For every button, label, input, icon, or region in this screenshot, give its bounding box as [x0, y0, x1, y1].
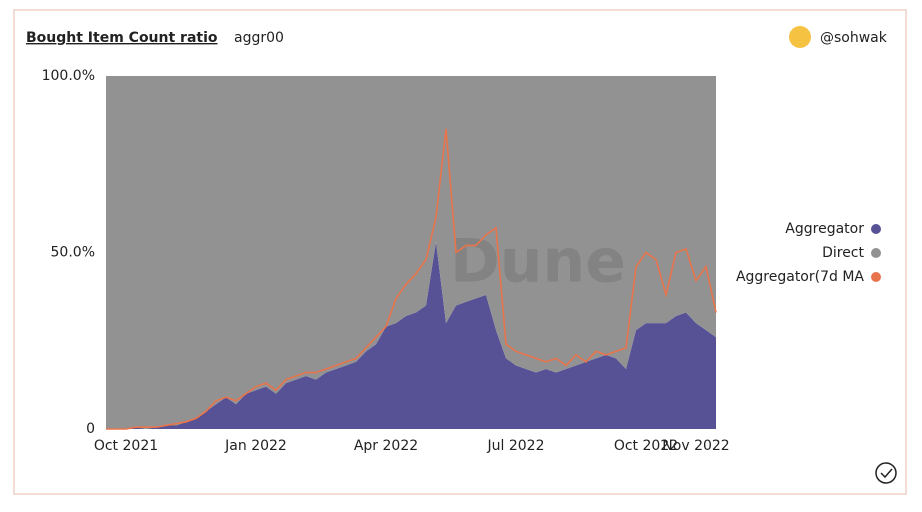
x-tick-label: Jul 2022: [487, 438, 545, 454]
check-mark: [880, 468, 893, 479]
legend-swatch: [871, 248, 881, 258]
author[interactable]: @sohwak: [820, 30, 888, 46]
x-tick-label: Oct 2022: [614, 438, 678, 454]
area: [106, 241, 716, 429]
legend-label: Aggregator: [785, 221, 864, 237]
check-icon[interactable]: [875, 462, 897, 484]
x-tick-label: Jan 2022: [224, 438, 287, 454]
line: [106, 128, 717, 430]
avatar: [789, 26, 811, 48]
y-tick-label: 100.0%: [42, 68, 95, 84]
chart-title: Bought Item Count ratio: [26, 30, 218, 46]
legend: Aggregator Direct Aggregator(7d MA: [736, 221, 881, 285]
legend-label: Direct: [822, 245, 864, 261]
watermark: Dune: [450, 227, 626, 297]
y-tick-label: 50.0%: [51, 245, 95, 261]
x-tick-label: Nov 2022: [662, 438, 729, 454]
y-tick-label: 0: [86, 421, 95, 437]
area: [106, 76, 716, 429]
legend-swatch: [871, 272, 881, 282]
x-tick-label: Oct 2021: [94, 438, 158, 454]
plot: Dune: [106, 76, 717, 430]
legend-swatch: [871, 224, 881, 234]
legend-label: Aggregator(7d MA: [736, 269, 864, 285]
chart-subtitle: aggr00: [234, 30, 284, 46]
x-tick-label: Apr 2022: [354, 438, 418, 454]
